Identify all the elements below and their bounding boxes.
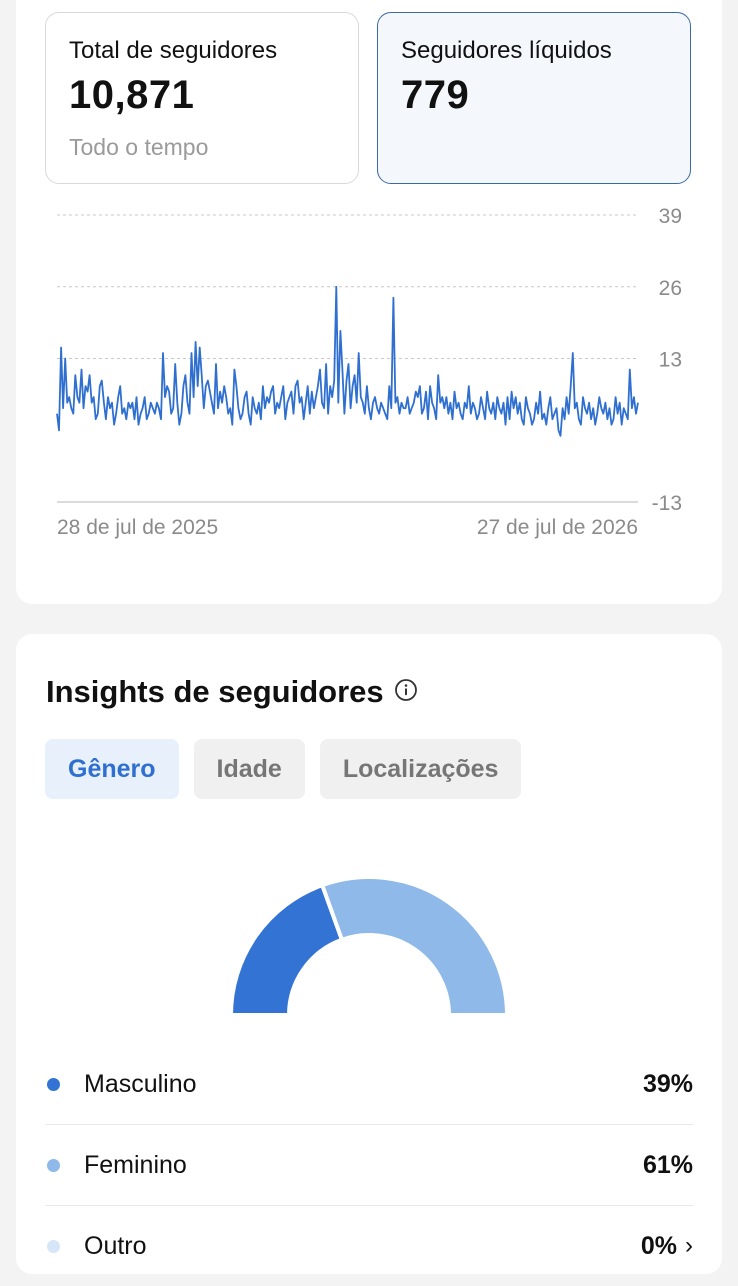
- total-followers-label: Total de seguidores: [69, 37, 278, 64]
- gender-half-donut-chart: [228, 875, 510, 1017]
- insights-title-row: Insights de seguidores: [46, 674, 418, 710]
- net-followers-label: Seguidores líquidos: [401, 37, 612, 64]
- tab-locations[interactable]: Localizações: [319, 739, 522, 799]
- info-icon[interactable]: [394, 674, 418, 710]
- total-followers-value: 10,871: [69, 73, 195, 117]
- y-tick-label-1: 26: [659, 277, 682, 300]
- other-color-dot: [47, 1239, 60, 1253]
- net-followers-series-line: [56, 285, 639, 437]
- female-color-dot: [47, 1158, 60, 1172]
- y-tick-label-0: 39: [659, 205, 682, 228]
- male-color-dot: [47, 1077, 60, 1091]
- x-tick-label-start: 28 de jul de 2025: [57, 516, 218, 539]
- x-tick-label-end: 27 de jul de 2026: [477, 516, 638, 539]
- gender-legend: Masculino 39% Feminino 61% Outro 0% ›: [45, 1044, 693, 1286]
- legend-row-male[interactable]: Masculino 39%: [45, 1044, 693, 1125]
- net-followers-value: 779: [401, 73, 470, 117]
- insights-title: Insights de seguidores: [46, 674, 384, 709]
- y-tick-label-2: 13: [659, 349, 682, 372]
- y-tick-label-3: -13: [652, 492, 682, 515]
- other-percent: 0%: [640, 1231, 677, 1260]
- female-label: Feminino: [84, 1150, 187, 1179]
- female-percent: 61%: [642, 1150, 693, 1179]
- insights-tabs: Gênero Idade Localizações: [45, 739, 522, 799]
- chevron-right-icon[interactable]: ›: [685, 1232, 693, 1259]
- tab-age[interactable]: Idade: [193, 739, 305, 799]
- follower-insights-card: Insights de seguidores Gênero Idade Loca…: [16, 634, 722, 1274]
- net-followers-card[interactable]: Seguidores líquidos 779: [377, 12, 691, 184]
- total-followers-period: Todo o tempo: [69, 134, 209, 160]
- follower-growth-card: Total de seguidores 10,871 Todo o tempo …: [16, 0, 722, 604]
- donut-segment-male[interactable]: [228, 882, 345, 1017]
- legend-row-female[interactable]: Feminino 61%: [45, 1125, 693, 1206]
- male-percent: 39%: [642, 1069, 693, 1098]
- other-label: Outro: [84, 1231, 147, 1260]
- net-followers-line-chart: 39 26 13 -13 28 de jul de 2025 27 de jul de 2…: [56, 205, 682, 539]
- donut-segment-female[interactable]: [319, 875, 510, 1017]
- male-label: Masculino: [84, 1069, 197, 1098]
- legend-row-other[interactable]: Outro 0% ›: [45, 1206, 693, 1286]
- total-followers-card[interactable]: Total de seguidores 10,871 Todo o tempo: [45, 12, 359, 184]
- tab-gender[interactable]: Gênero: [45, 739, 179, 799]
